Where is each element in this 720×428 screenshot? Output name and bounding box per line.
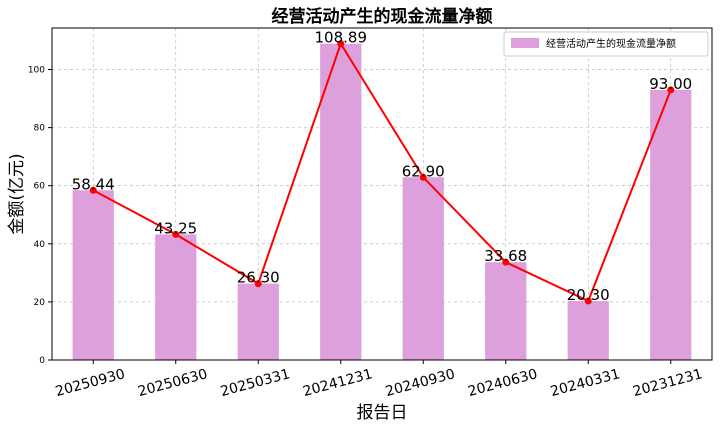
x-tick-label: 20250630 <box>136 366 209 400</box>
bar <box>237 283 279 360</box>
legend: 经营活动产生的现金流量净额 <box>503 31 709 57</box>
data-label: 43.25 <box>154 219 197 237</box>
x-tick-label: 20240331 <box>549 366 622 400</box>
y-tick-label: 100 <box>28 66 45 76</box>
bar <box>485 262 527 360</box>
line-point <box>667 86 675 94</box>
data-labels: 58.44 43.25 26.30 108.89 62.90 33.68 20.30 93.0… <box>72 29 692 304</box>
line-series <box>89 40 675 305</box>
bar <box>567 301 609 360</box>
line-point <box>254 280 262 288</box>
bar <box>650 89 692 360</box>
grid <box>52 28 712 361</box>
y-tick-label: 40 <box>34 240 46 250</box>
line-point <box>419 173 427 181</box>
line-point <box>172 230 180 238</box>
line-path <box>92 41 672 303</box>
x-tick-label: 20231231 <box>631 366 704 400</box>
x-axis: 20250930 20250630 20250331 20241231 20240930… <box>54 360 704 400</box>
y-tick-label: 20 <box>34 298 46 308</box>
data-label: 33.68 <box>484 247 527 265</box>
x-tick-label: 20241231 <box>301 366 374 400</box>
data-label: 26.30 <box>237 269 280 287</box>
x-tick-label: 20240630 <box>466 366 539 400</box>
chart-title: 经营活动产生的现金流量净额 <box>272 6 493 27</box>
y-tick-label: 80 <box>34 124 46 134</box>
bar <box>155 234 197 360</box>
data-label: 58.44 <box>72 175 115 193</box>
x-tick-label: 20240930 <box>384 366 457 400</box>
x-tick-label: 20250930 <box>54 366 127 400</box>
y-axis: 0 20 40 60 80 100 <box>28 66 52 366</box>
legend-label: 经营活动产生的现金流量净额 <box>546 37 676 50</box>
line-point <box>502 258 510 266</box>
x-tick-label: 20250331 <box>219 366 292 400</box>
data-label: 20.30 <box>567 286 610 304</box>
data-label: 62.90 <box>402 162 445 180</box>
data-label: 108.89 <box>315 29 368 47</box>
line-point <box>89 186 97 194</box>
bar <box>320 43 362 361</box>
legend-box <box>503 31 709 57</box>
plot-frame <box>51 27 713 361</box>
bars <box>72 43 692 361</box>
y-tick-label: 60 <box>34 182 46 192</box>
legend-swatch <box>511 38 539 48</box>
line-point <box>584 297 592 305</box>
line-point <box>337 40 345 48</box>
x-axis-label: 报告日 <box>357 403 408 423</box>
bar <box>402 177 444 360</box>
y-tick-label: 0 <box>39 356 45 366</box>
data-label: 93.00 <box>649 75 692 93</box>
y-axis-label: 金额(亿元) <box>7 153 27 234</box>
bar <box>72 190 114 360</box>
